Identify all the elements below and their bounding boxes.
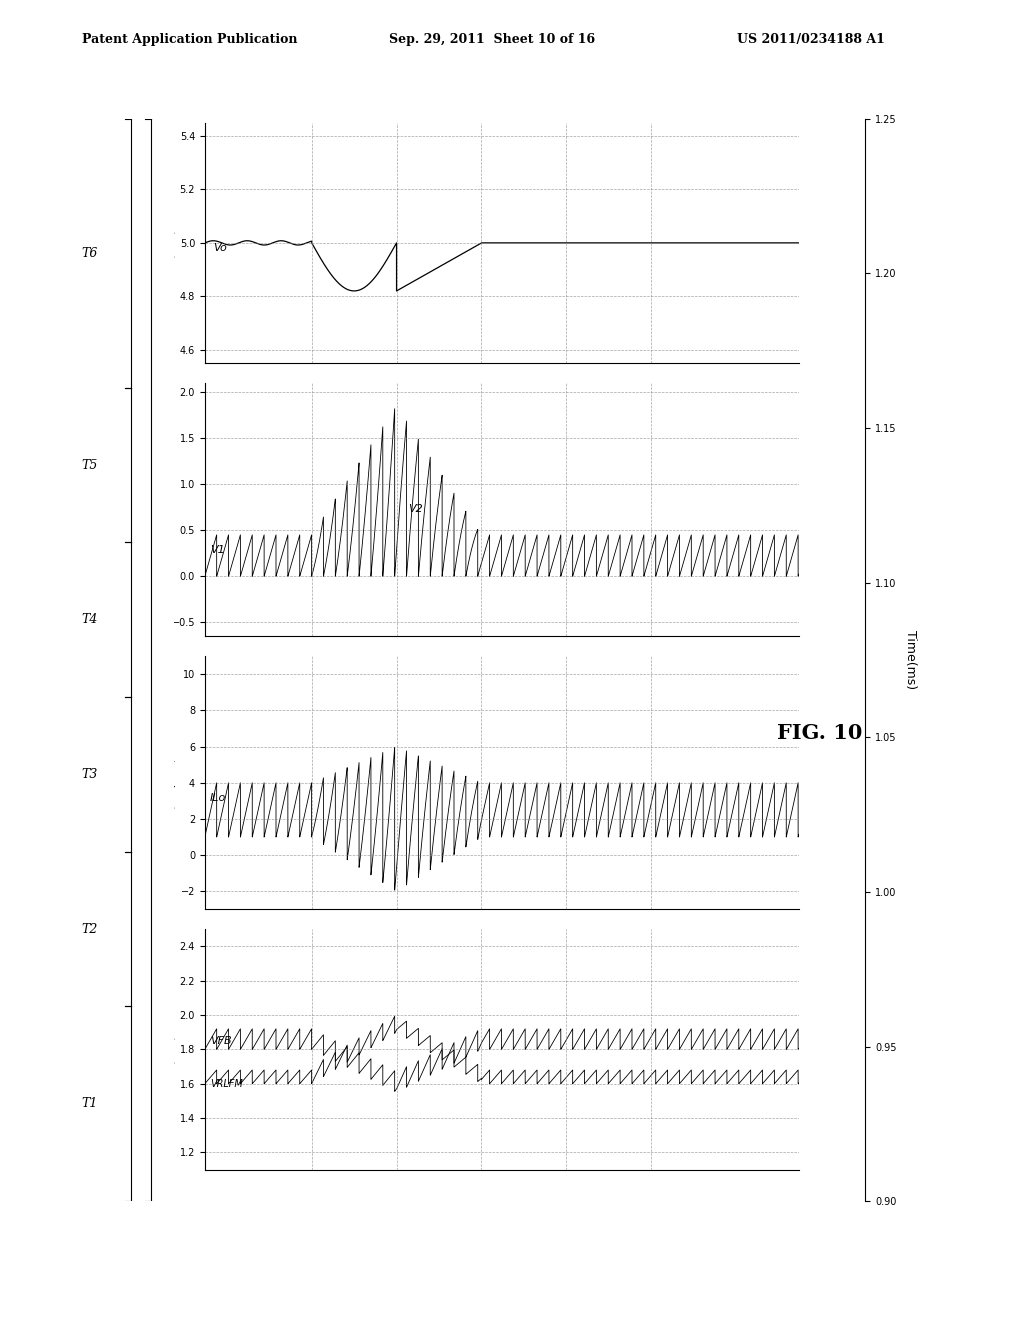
- Text: Sep. 29, 2011  Sheet 10 of 16: Sep. 29, 2011 Sheet 10 of 16: [389, 33, 595, 46]
- Text: T1: T1: [82, 1097, 97, 1110]
- Text: VRLFM: VRLFM: [210, 1080, 243, 1089]
- Text: FIG. 10: FIG. 10: [776, 723, 862, 743]
- Text: Patent Application Publication: Patent Application Publication: [82, 33, 297, 46]
- Text: V1: V1: [210, 545, 224, 556]
- Text: VFB: VFB: [210, 1036, 231, 1047]
- Y-axis label: (Volt): (Volt): [164, 228, 174, 257]
- Text: US 2011/0234188 A1: US 2011/0234188 A1: [737, 33, 885, 46]
- Text: T5: T5: [82, 458, 97, 471]
- Text: T4: T4: [82, 614, 97, 626]
- Text: Vo: Vo: [213, 243, 227, 253]
- Y-axis label: Time(ms): Time(ms): [904, 631, 918, 689]
- Y-axis label: (Volt): (Volt): [164, 1035, 174, 1064]
- Text: ILo: ILo: [210, 793, 226, 803]
- Text: T2: T2: [82, 923, 97, 936]
- Text: T6: T6: [82, 247, 97, 260]
- Y-axis label: (Ampere): (Ampere): [165, 756, 175, 809]
- Text: V2: V2: [409, 504, 423, 513]
- Text: T3: T3: [82, 768, 97, 781]
- Y-axis label: (Volt): (Volt): [156, 495, 166, 524]
